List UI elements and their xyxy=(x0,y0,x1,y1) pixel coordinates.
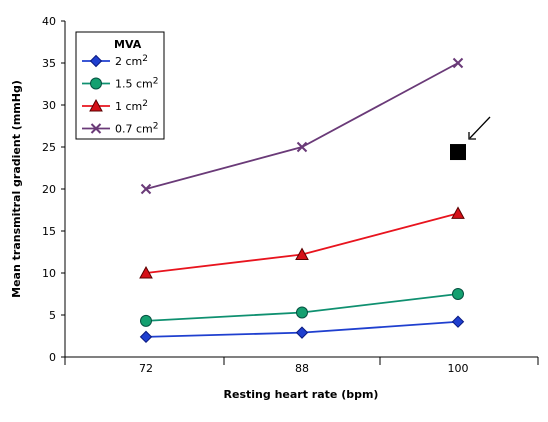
legend-label: 2 cm2 xyxy=(115,54,148,68)
series-2 xyxy=(139,206,465,279)
series-1 xyxy=(140,288,464,327)
x-tick-label: 72 xyxy=(139,362,153,375)
x-tick-label: 88 xyxy=(295,362,309,375)
data-point xyxy=(140,314,152,327)
legend-title: MVA xyxy=(114,38,142,51)
data-point xyxy=(451,206,465,219)
series-line xyxy=(145,212,459,274)
legend-label-superscript: 2 xyxy=(153,122,159,132)
legend-marker xyxy=(90,123,102,134)
legend-label-superscript: 2 xyxy=(142,99,148,109)
y-tick-label: 25 xyxy=(42,141,56,154)
arrow-head xyxy=(468,132,476,140)
y-tick-label: 5 xyxy=(49,309,56,322)
legend-label-text: 2 cm xyxy=(115,55,142,68)
data-point xyxy=(452,288,464,300)
annotation-arrow xyxy=(468,116,491,140)
legend-label-text: 0.7 cm xyxy=(115,123,153,136)
series-line xyxy=(145,62,459,190)
series-3 xyxy=(140,57,464,195)
arrow-shaft xyxy=(469,116,491,139)
legend-label-superscript: 2 xyxy=(153,77,159,87)
marker-stroke xyxy=(452,57,464,69)
y-tick-label: 10 xyxy=(42,267,56,280)
y-tick-label: 0 xyxy=(49,351,56,364)
legend-label-text: 1.5 cm xyxy=(115,78,153,91)
series-layer xyxy=(139,57,465,344)
y-tick-label: 35 xyxy=(42,57,56,70)
y-axis-title: Mean transmitral gradient (mmHg) xyxy=(10,80,23,298)
legend-label-superscript: 2 xyxy=(142,54,148,64)
highlight-square xyxy=(450,144,466,161)
axes: 0 5 10 15 20 25 30 35 40 72 88 100 xyxy=(42,15,539,375)
legend-marker xyxy=(89,98,103,112)
x-tick-label: 100 xyxy=(448,362,469,375)
data-point xyxy=(295,326,309,339)
x-axis-title: Resting heart rate (bpm) xyxy=(224,388,379,401)
y-tick-label: 20 xyxy=(42,183,56,196)
legend-item-0: 2 cm2 xyxy=(82,54,148,68)
series-0 xyxy=(139,315,465,344)
data-point xyxy=(451,315,465,328)
y-tick-label: 15 xyxy=(42,225,56,238)
legend-label-text: 1 cm xyxy=(115,100,142,113)
legend-item-2: 1 cm2 xyxy=(82,98,148,113)
data-point xyxy=(452,57,464,69)
y-tick-label: 30 xyxy=(42,99,56,112)
data-point xyxy=(140,183,152,195)
y-tick-label: 40 xyxy=(42,15,56,28)
legend-label: 1.5 cm2 xyxy=(115,77,159,91)
marker-stroke xyxy=(140,183,152,195)
legend-label: 1 cm2 xyxy=(115,99,148,113)
legend-item-3: 0.7 cm2 xyxy=(82,122,159,136)
annotation-layer xyxy=(450,116,491,161)
marker-stroke xyxy=(90,123,102,134)
data-point xyxy=(296,306,308,319)
data-point xyxy=(139,330,153,344)
marker-stroke xyxy=(296,141,308,153)
data-point xyxy=(296,141,308,153)
legend-marker xyxy=(89,54,103,68)
data-point xyxy=(295,247,309,261)
legend-marker xyxy=(90,77,102,90)
data-point xyxy=(139,265,153,279)
legend-label: 0.7 cm2 xyxy=(115,122,159,136)
legend-item-1: 1.5 cm2 xyxy=(82,77,159,91)
